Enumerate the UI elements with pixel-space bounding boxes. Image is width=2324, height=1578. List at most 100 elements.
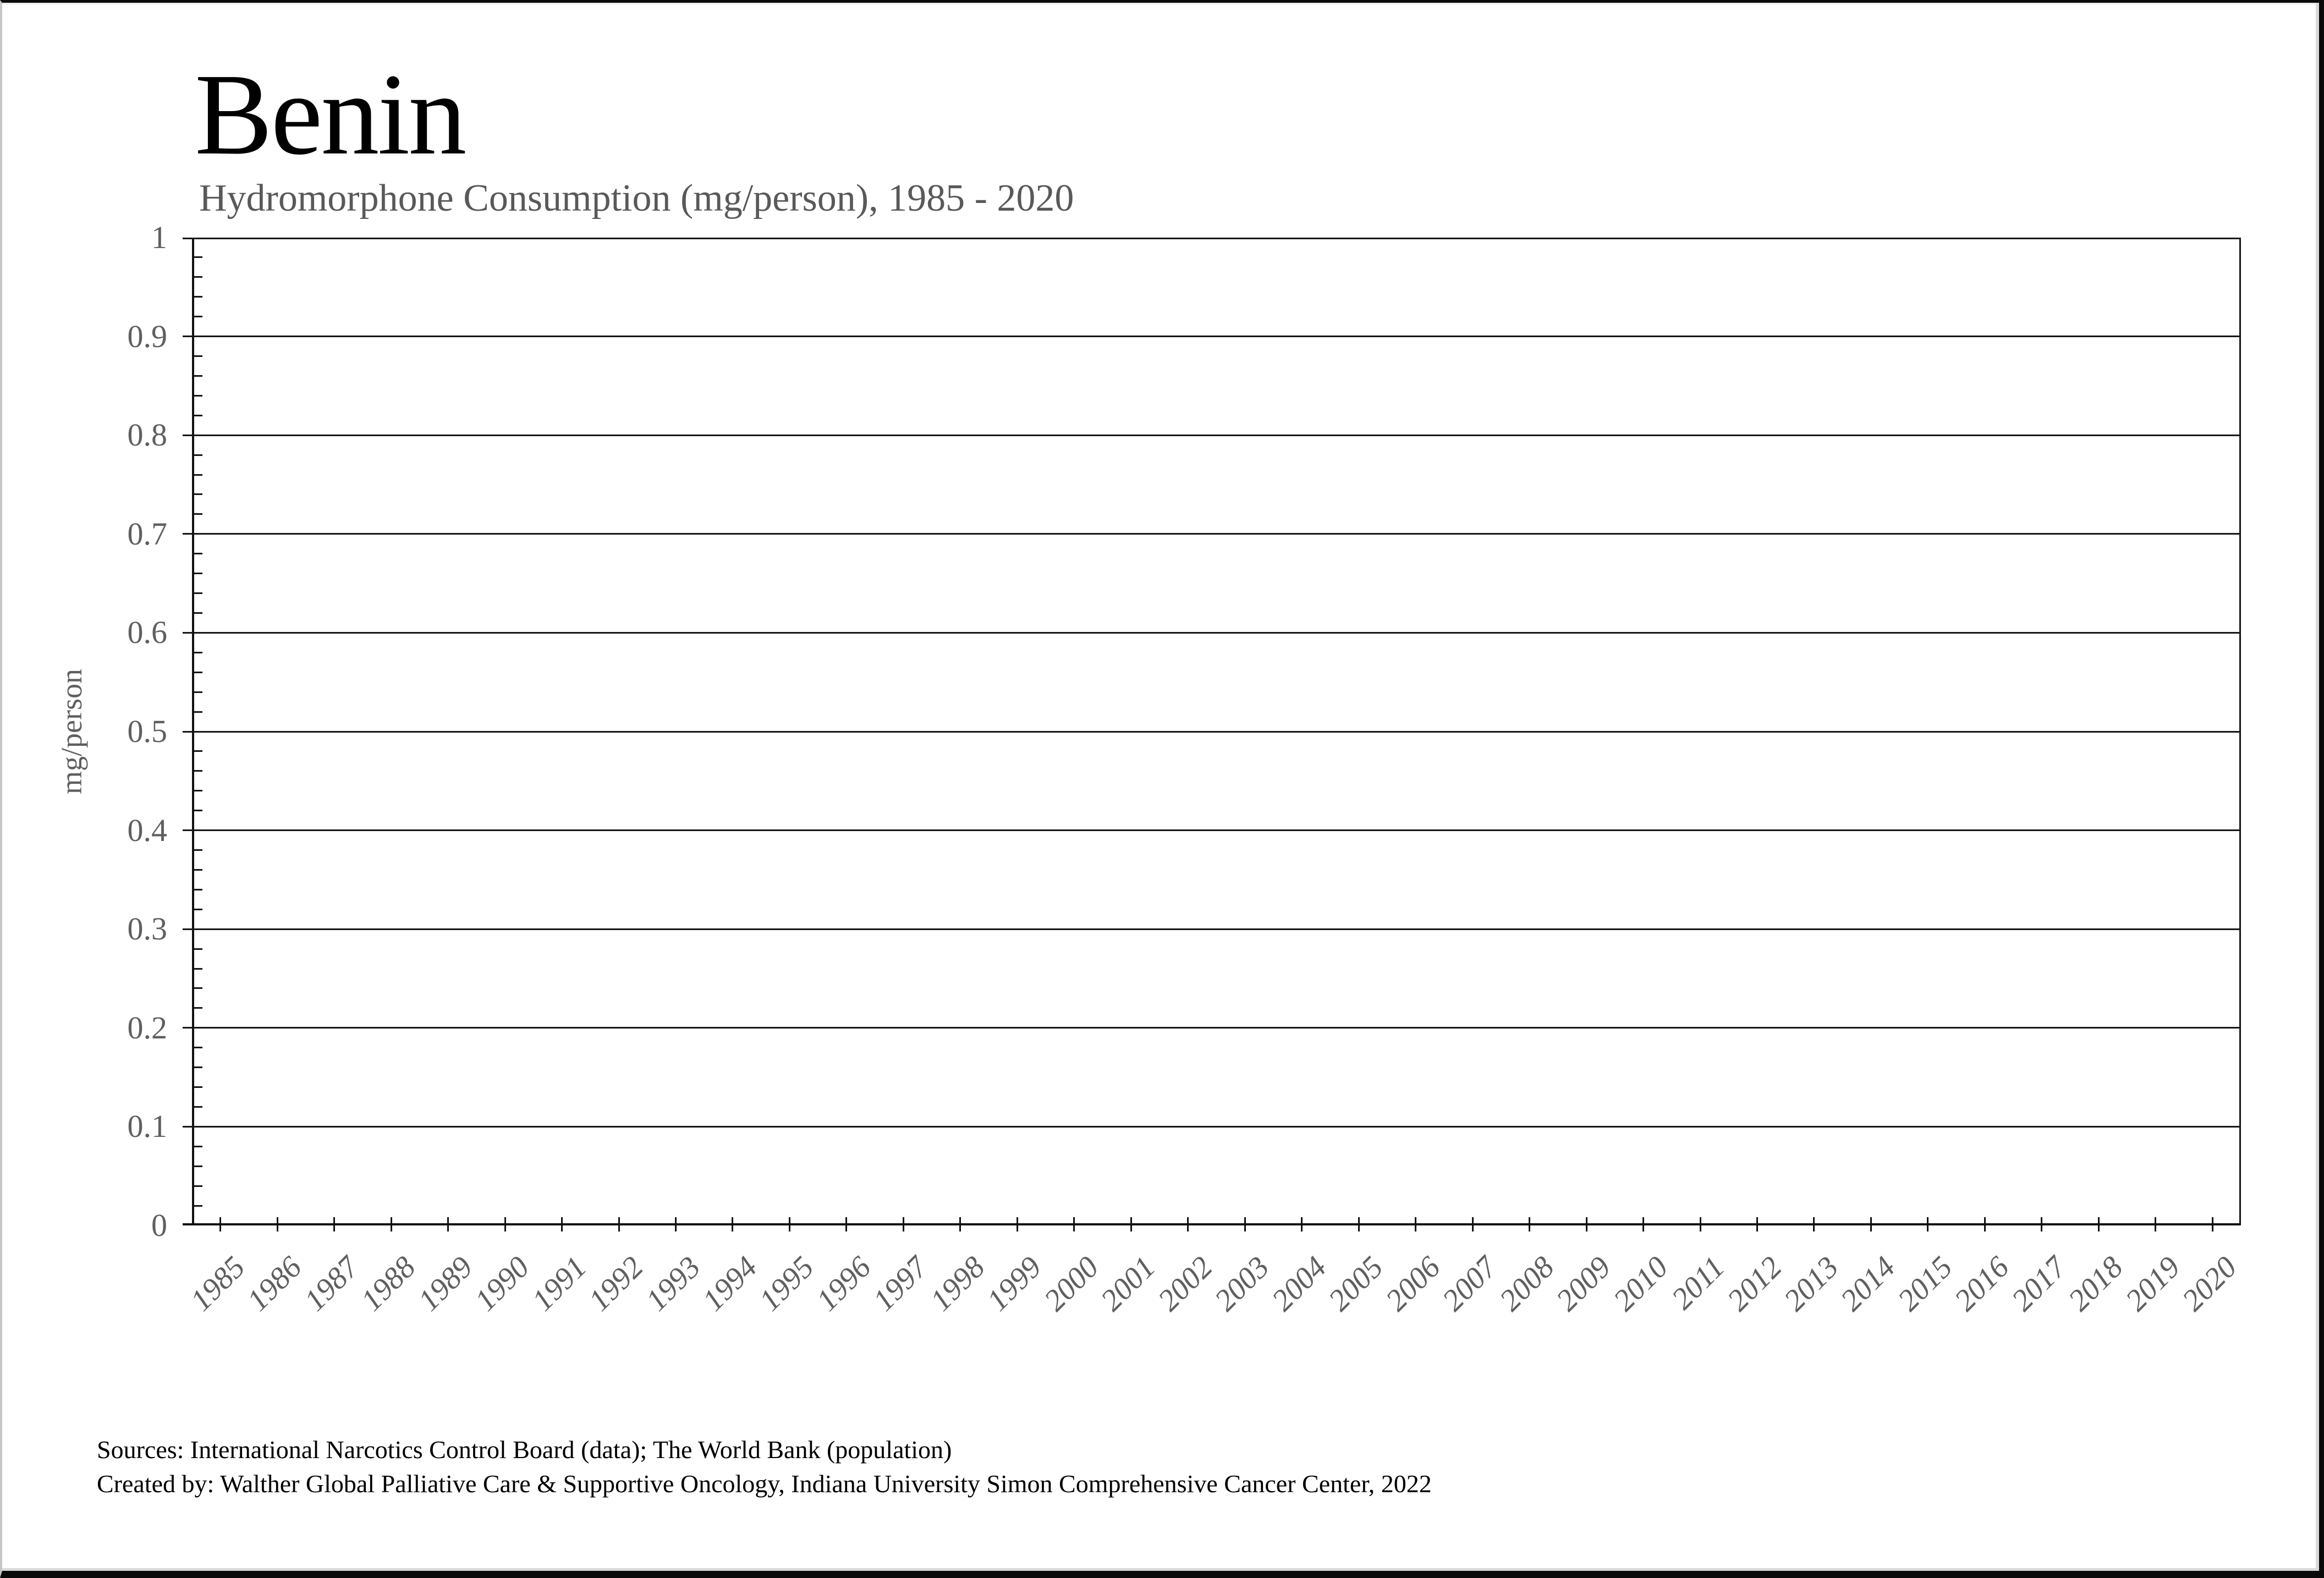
- y-minor-tick: [192, 1086, 202, 1088]
- y-tick-label: 0.7: [127, 515, 168, 552]
- x-tick-label: 2005: [1322, 1250, 1390, 1318]
- y-minor-tick: [192, 375, 202, 377]
- x-tick-label: 2014: [1834, 1250, 1902, 1318]
- y-tick-label: 0.5: [127, 713, 168, 749]
- x-tick-label: 2007: [1436, 1250, 1504, 1318]
- x-tick: [902, 1217, 904, 1231]
- x-tick-label: 2010: [1607, 1250, 1675, 1318]
- x-tick: [219, 1217, 222, 1231]
- x-tick-label: 2006: [1379, 1250, 1447, 1318]
- y-minor-tick: [192, 1165, 202, 1167]
- y-minor-tick: [192, 394, 202, 397]
- x-tick-label: 1999: [980, 1250, 1048, 1318]
- y-minor-tick: [192, 454, 202, 456]
- footer: Sources: International Narcotics Control…: [97, 1433, 1432, 1501]
- x-tick: [1756, 1217, 1758, 1231]
- y-gridline: [183, 238, 2241, 239]
- x-tick-label: 1985: [184, 1250, 252, 1318]
- y-minor-tick: [192, 948, 202, 950]
- x-tick: [732, 1217, 734, 1231]
- chart-subtitle: Hydromorphone Consumption (mg/person), 1…: [199, 177, 1074, 219]
- y-minor-tick: [192, 987, 202, 989]
- source-note: Sources: International Narcotics Control…: [97, 1436, 952, 1464]
- x-tick-label: 1996: [810, 1250, 878, 1318]
- x-tick: [618, 1217, 620, 1231]
- x-tick: [276, 1217, 278, 1231]
- y-gridline: [183, 631, 2241, 634]
- x-tick-label: 2011: [1665, 1250, 1732, 1316]
- x-tick: [1984, 1217, 1986, 1231]
- x-tick-label: 1989: [411, 1250, 480, 1318]
- x-tick: [447, 1217, 449, 1231]
- x-tick: [1415, 1217, 1417, 1231]
- x-tick-label: 2000: [1037, 1250, 1106, 1318]
- y-minor-tick: [192, 750, 202, 752]
- x-tick: [2211, 1217, 2213, 1231]
- x-tick-label: 1993: [639, 1250, 707, 1318]
- y-minor-tick: [192, 256, 202, 259]
- y-tick-label: 0.1: [127, 1108, 168, 1145]
- x-tick: [1870, 1217, 1872, 1231]
- chart-title: Benin: [195, 50, 466, 179]
- x-tick-label: 1998: [924, 1250, 992, 1318]
- x-tick-label: 1986: [240, 1250, 309, 1318]
- x-tick: [2041, 1217, 2043, 1231]
- y-tick-label: 0.4: [127, 812, 168, 848]
- y-minor-tick: [192, 276, 202, 278]
- y-minor-tick: [192, 573, 202, 575]
- x-tick-label: 2012: [1721, 1250, 1789, 1318]
- y-gridline: [183, 533, 2241, 535]
- y-tick-label: 0.9: [127, 318, 168, 354]
- y-minor-tick: [192, 1066, 202, 1069]
- y-minor-tick: [192, 612, 202, 614]
- x-tick: [1813, 1217, 1815, 1231]
- y-tick-label: 0.3: [127, 911, 168, 947]
- x-tick: [1642, 1217, 1645, 1231]
- x-tick-label: 2020: [2175, 1250, 2244, 1318]
- y-minor-tick: [192, 1106, 202, 1108]
- y-minor-tick: [192, 513, 202, 515]
- x-axis-line: [183, 1223, 2241, 1225]
- y-minor-tick: [192, 790, 202, 792]
- x-tick-label: 2018: [2062, 1250, 2130, 1318]
- y-gridline: [183, 730, 2241, 733]
- x-tick: [1529, 1217, 1531, 1231]
- x-tick: [1585, 1217, 1587, 1231]
- y-minor-tick: [192, 671, 202, 673]
- y-gridline: [183, 829, 2241, 832]
- y-minor-tick: [192, 474, 202, 476]
- x-tick-label: 1990: [468, 1250, 536, 1318]
- y-tick-label: 1: [151, 219, 167, 255]
- y-tick-label: 0: [151, 1207, 167, 1243]
- x-tick: [1358, 1217, 1360, 1231]
- plot-area: 0 0.1 0.2 0.3 0.4 0.5 0.6 0.7 0.8 0.9 1 1985 1986 198…: [128, 219, 2244, 1318]
- x-tick: [1927, 1217, 1929, 1231]
- x-tick: [1244, 1217, 1246, 1231]
- y-minor-tick: [192, 888, 202, 890]
- y-tick-label: 0.2: [127, 1009, 168, 1046]
- x-tick-label: 2003: [1208, 1250, 1276, 1318]
- y-tick-label: 0.8: [127, 417, 168, 453]
- y-minor-tick: [192, 592, 202, 595]
- x-tick-label: 2001: [1094, 1250, 1162, 1318]
- x-tick: [1471, 1217, 1474, 1231]
- y-gridline: [183, 928, 2241, 930]
- x-tick-label: 2016: [1948, 1250, 2016, 1318]
- y-gridline: [183, 1027, 2241, 1029]
- y-minor-tick: [192, 711, 202, 713]
- x-tick: [675, 1217, 677, 1231]
- x-tick-label: 2002: [1151, 1250, 1219, 1318]
- y-axis-line: [192, 238, 194, 1225]
- x-tick-label: 2015: [1891, 1250, 1959, 1318]
- x-tick-label: 1994: [696, 1250, 764, 1318]
- x-tick: [959, 1217, 962, 1231]
- y-minor-tick: [192, 868, 202, 871]
- y-minor-tick: [192, 770, 202, 772]
- y-minor-tick: [192, 810, 202, 812]
- y-minor-tick: [192, 414, 202, 416]
- y-minor-tick: [192, 651, 202, 653]
- y-minor-tick: [192, 493, 202, 496]
- x-tick-label: 1991: [525, 1250, 594, 1318]
- y-minor-tick: [192, 1185, 202, 1187]
